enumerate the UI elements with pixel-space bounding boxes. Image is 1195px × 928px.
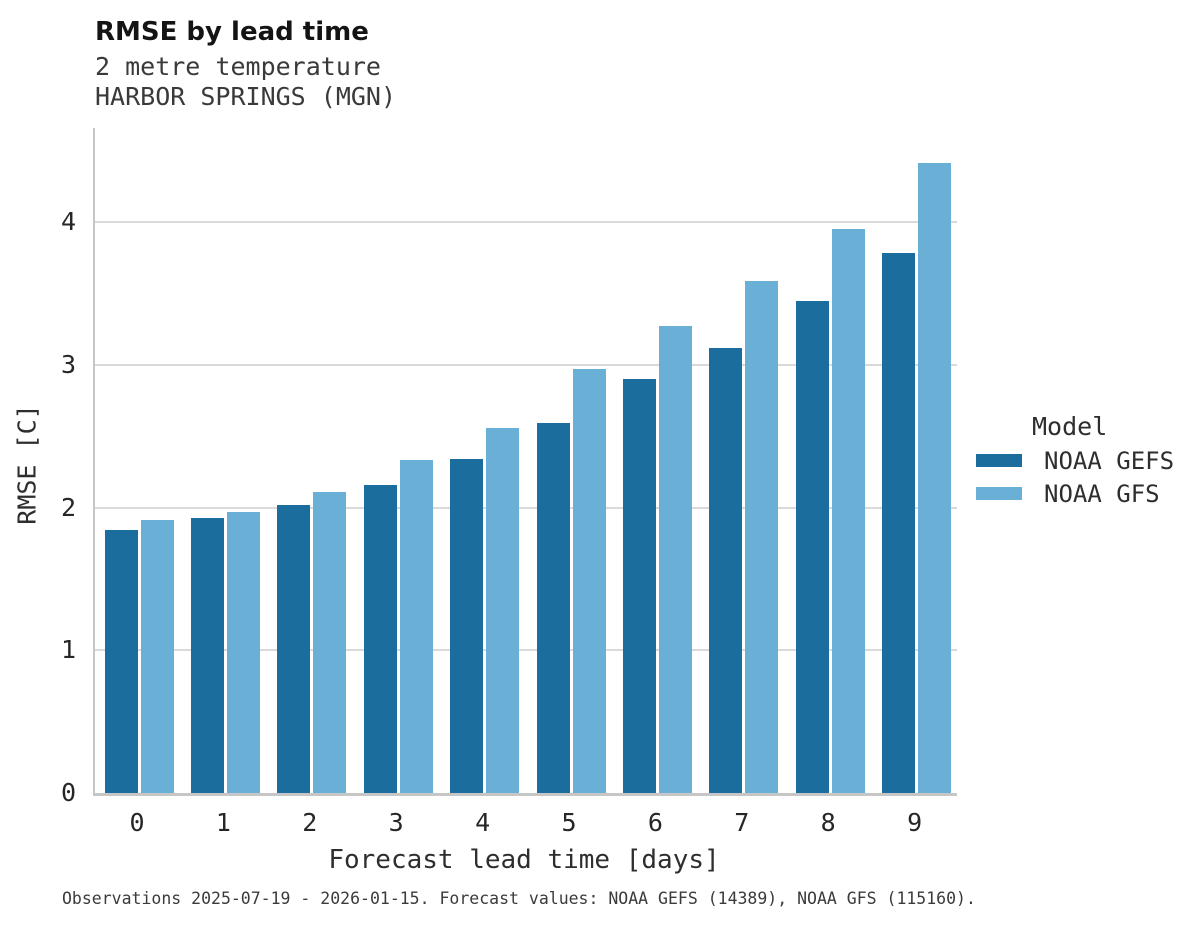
bar-noaa-gfs-lead-3	[399, 460, 433, 793]
x-tick-5: 5	[561, 808, 577, 837]
bar-noaa-gefs-lead-0	[104, 530, 138, 793]
chart-subtitle-variable: 2 metre temperature	[95, 52, 381, 81]
x-tick-7: 7	[734, 808, 750, 837]
bar-noaa-gfs-lead-9	[918, 163, 952, 793]
bar-noaa-gfs-lead-4	[486, 427, 520, 793]
chart-title: RMSE by lead time	[95, 17, 369, 47]
bar-noaa-gfs-lead-6	[658, 326, 692, 793]
y-tick-1: 1	[60, 635, 76, 665]
x-tick-9: 9	[907, 808, 923, 837]
bar-noaa-gfs-lead-0	[140, 520, 174, 793]
x-tick-2: 2	[302, 808, 318, 837]
bar-noaa-gfs-lead-8	[831, 229, 865, 793]
bar-noaa-gfs-lead-7	[745, 280, 779, 793]
chart-subtitle-station: HARBOR SPRINGS (MGN)	[95, 82, 397, 111]
bar-noaa-gfs-lead-5	[572, 369, 606, 793]
y-tick-3: 3	[60, 349, 76, 379]
bar-noaa-gefs-lead-7	[709, 347, 743, 793]
legend-entries: NOAA GEFS NOAA GFS	[976, 444, 1174, 510]
bar-noaa-gefs-lead-2	[277, 504, 311, 793]
footnote-caption: Observations 2025-07-19 - 2026-01-15. Fo…	[62, 889, 976, 908]
gridline-y-1	[95, 649, 957, 652]
gridline-y-2	[95, 506, 957, 509]
bar-noaa-gefs-lead-9	[882, 253, 916, 793]
legend-swatch-icon	[976, 487, 1022, 500]
x-tick-1: 1	[215, 808, 231, 837]
x-axis-label: Forecast lead time [days]	[328, 845, 720, 875]
bar-noaa-gefs-lead-6	[622, 379, 656, 793]
bar-noaa-gefs-lead-1	[190, 517, 224, 793]
bar-noaa-gefs-lead-4	[450, 458, 484, 793]
legend-swatch-icon	[976, 454, 1022, 467]
bar-noaa-gefs-lead-5	[536, 423, 570, 793]
legend-label: NOAA GFS	[1044, 479, 1160, 508]
bar-noaa-gfs-lead-2	[313, 491, 347, 793]
x-tick-6: 6	[647, 808, 663, 837]
y-tick-0: 0	[60, 778, 76, 807]
legend: Model NOAA GEFS NOAA GFS	[976, 414, 1174, 510]
x-tick-0: 0	[129, 808, 145, 837]
gridline-y-3	[95, 363, 957, 366]
legend-title: Model	[1032, 412, 1108, 441]
bar-noaa-gfs-lead-1	[226, 511, 260, 793]
y-tick-4: 4	[60, 207, 76, 236]
y-tick-2: 2	[60, 492, 76, 522]
y-axis-label: RMSE [C]	[12, 404, 42, 525]
bar-noaa-gefs-lead-3	[363, 484, 397, 793]
gridline-y-4	[95, 221, 957, 223]
legend-label: NOAA GEFS	[1044, 446, 1175, 475]
x-tick-4: 4	[475, 808, 491, 837]
plot-area	[93, 128, 957, 796]
x-tick-3: 3	[388, 808, 404, 837]
legend-entry-noaa-gfs: NOAA GFS	[976, 477, 1174, 510]
legend-entry-noaa-gefs: NOAA GEFS	[976, 444, 1174, 477]
bar-noaa-gefs-lead-8	[795, 300, 829, 793]
x-tick-8: 8	[820, 808, 836, 837]
